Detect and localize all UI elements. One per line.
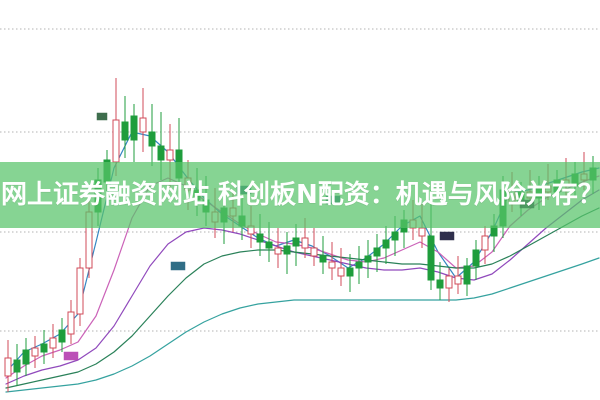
candle-8: [76, 258, 84, 326]
candle-48: [436, 262, 444, 300]
candle-51: [463, 258, 471, 296]
candle-31: [283, 232, 291, 274]
annotation-marker-6: [96, 112, 108, 121]
candle-6: [58, 318, 66, 352]
ma-line-ma30: [5, 207, 600, 389]
candle-39: [355, 246, 363, 284]
candle-40: [364, 240, 372, 278]
candle-0: [4, 340, 12, 392]
candle-29: [265, 222, 273, 262]
candle-38: [346, 254, 354, 292]
candle-42: [382, 226, 390, 264]
candle-30: [274, 228, 282, 268]
candle-2: [22, 338, 30, 376]
candle-1: [13, 344, 21, 386]
candle-34: [310, 228, 318, 266]
candle-37: [337, 248, 345, 286]
candle-49: [445, 268, 453, 302]
annotation-marker-2: [170, 261, 186, 271]
annotation-marker-0: [63, 351, 79, 361]
candle-7: [67, 300, 75, 344]
candle-50: [454, 256, 462, 294]
candle-53: [481, 226, 489, 264]
candle-35: [319, 236, 327, 274]
ma-line-ma60: [5, 257, 600, 393]
candle-16: [148, 104, 156, 166]
candle-41: [373, 234, 381, 272]
candle-13: [121, 96, 129, 158]
candle-15: [139, 88, 147, 152]
candle-4: [40, 330, 48, 364]
candle-32: [292, 224, 300, 266]
annotation-marker-4: [439, 231, 455, 241]
headline-banner: 网上证券融资网站 科创板N配资：机遇与风险并存？: [0, 162, 600, 228]
ma-line-ma20: [5, 189, 600, 385]
candle-5: [49, 324, 57, 358]
candle-14: [130, 104, 138, 162]
candle-3: [31, 336, 39, 368]
headline-text: 网上证券融资网站 科创板N配资：机遇与风险并存？: [1, 180, 600, 210]
grid-lines: [0, 28, 600, 332]
candle-52: [472, 240, 480, 280]
candle-36: [328, 242, 336, 280]
